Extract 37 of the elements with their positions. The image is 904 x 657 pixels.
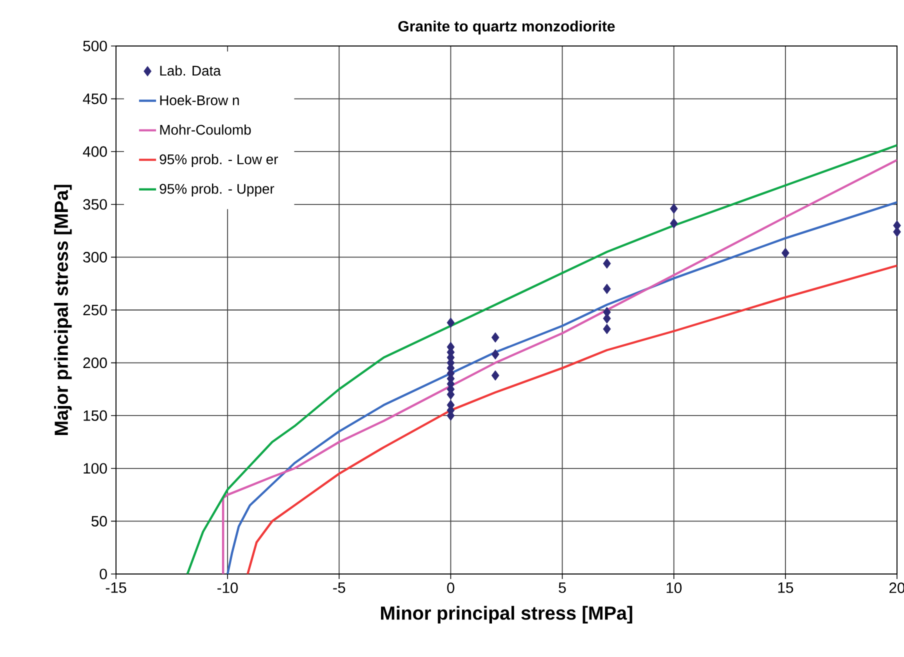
legend-label: Mohr-Coulomb xyxy=(160,124,251,135)
x-tick-label: 10 xyxy=(666,582,682,594)
y-tick-label: 150 xyxy=(84,410,107,421)
point xyxy=(491,349,500,360)
point xyxy=(670,203,678,214)
y-tick-label: 250 xyxy=(83,304,107,316)
point xyxy=(491,332,500,343)
point xyxy=(491,370,500,381)
point xyxy=(670,218,678,229)
x-tick-label: -15 xyxy=(106,582,126,593)
x-tick-label: 5 xyxy=(558,582,566,593)
point xyxy=(602,258,611,269)
legend-label: Hoek-Brow n xyxy=(160,94,239,106)
legend-label: 95% prob. - Low er xyxy=(160,154,278,168)
point xyxy=(446,317,455,328)
y-tick-label: 350 xyxy=(83,199,107,210)
y-tick-label: 200 xyxy=(83,358,107,368)
y-tick-label: 450 xyxy=(82,94,107,104)
line-series xyxy=(246,264,898,574)
y-tick-label: 400 xyxy=(82,146,107,157)
legend-label: 95% prob. - Upper xyxy=(160,184,274,197)
y-tick-label: 0 xyxy=(100,568,107,580)
y-tick-label: 50 xyxy=(91,516,107,526)
point xyxy=(602,324,611,334)
y-tick-label: 300 xyxy=(83,252,107,262)
x-axis-title: Minor principal stress [MPa] xyxy=(381,606,632,624)
point xyxy=(602,284,611,294)
chart-title: Granite to quartz monzodiorite xyxy=(398,20,615,34)
x-tick-label: -5 xyxy=(333,582,346,593)
y-tick-label: 100 xyxy=(84,463,107,474)
legend-label: Lab. Data xyxy=(160,65,221,76)
x-tick-label: 0 xyxy=(447,582,454,594)
x-tick-label: -10 xyxy=(217,582,238,594)
point xyxy=(782,248,790,258)
y-tick-label: 500 xyxy=(83,40,107,52)
x-tick-label: 15 xyxy=(778,582,794,593)
y-axis-title: Major principal stress [MPa] xyxy=(54,184,72,435)
